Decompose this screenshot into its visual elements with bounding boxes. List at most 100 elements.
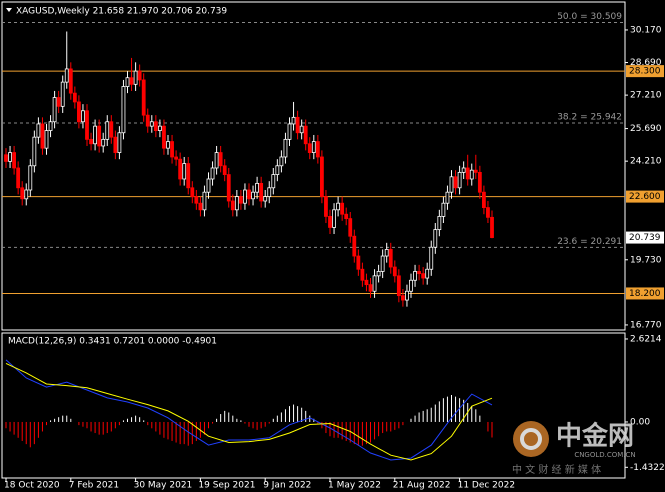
- candle-body: [461, 167, 466, 173]
- candle-body: [267, 187, 272, 197]
- candle-body: [356, 255, 361, 270]
- candle-body: [400, 295, 405, 301]
- candle-body: [336, 202, 341, 211]
- candle-body: [137, 70, 142, 81]
- candle-body: [153, 121, 158, 131]
- y-tick-label: 27.210: [630, 91, 662, 101]
- candle-body: [364, 279, 369, 286]
- last-price-box: [626, 231, 664, 244]
- candle-body: [477, 171, 482, 193]
- candle-body: [93, 125, 97, 145]
- candle-body: [105, 121, 110, 140]
- candle-body: [44, 130, 49, 149]
- candle-body: [40, 123, 45, 149]
- candle-body: [97, 125, 102, 147]
- y-tick-label: 28.690: [630, 58, 662, 68]
- candle-body: [125, 77, 130, 87]
- candle-body: [72, 92, 77, 103]
- candle-body: [263, 196, 268, 202]
- candle-body: [8, 152, 12, 162]
- candle-body: [218, 152, 223, 167]
- candle-body: [182, 163, 187, 180]
- candle-body: [445, 191, 450, 204]
- candle-body: [291, 116, 296, 125]
- candle-body: [376, 271, 381, 277]
- candle-body: [64, 68, 69, 83]
- candle-body: [60, 81, 65, 107]
- candle-body: [210, 167, 215, 180]
- menu-icon: [6, 8, 12, 12]
- x-tick-label: 11 Dec 2022: [458, 481, 515, 491]
- candle-body: [380, 255, 385, 272]
- candle-body: [101, 138, 106, 147]
- candle-body: [348, 218, 353, 237]
- candle-body: [178, 158, 183, 180]
- candle-body: [396, 275, 401, 297]
- level-box: [626, 190, 664, 203]
- candle-body: [56, 97, 61, 107]
- candle-body: [340, 202, 345, 215]
- candle-body: [149, 121, 154, 127]
- candle-body: [117, 132, 122, 153]
- candle-body: [157, 125, 162, 131]
- candle-body: [89, 138, 93, 145]
- last-price-label: 20.739: [629, 233, 661, 243]
- candle-body: [121, 86, 126, 134]
- candle-body: [206, 178, 211, 193]
- macd-panel: [1, 332, 626, 479]
- fib-label: 38.2 = 25.942: [557, 113, 622, 123]
- fib-label: 50.0 = 30.509: [557, 12, 622, 22]
- candle-body: [113, 136, 118, 153]
- macd-title: MACD(12,26,9) 0.3431 0.7201 0.0000 -0.49…: [8, 337, 217, 347]
- candle-body: [214, 152, 219, 169]
- candle-body: [486, 207, 490, 218]
- candle-body: [295, 116, 300, 134]
- candle-body: [226, 174, 231, 202]
- candle-body: [20, 187, 25, 200]
- candle-body: [319, 156, 324, 197]
- candle-body: [328, 216, 332, 228]
- candle-body: [433, 229, 438, 248]
- x-tick-label: 18 Oct 2020: [4, 481, 60, 491]
- candle-body: [170, 141, 174, 158]
- candle-body: [417, 271, 422, 275]
- y-tick-label: 30.170: [630, 25, 662, 35]
- candle-body: [32, 136, 37, 167]
- fib-label: 23.6 = 20.291: [557, 237, 622, 247]
- candle-body: [52, 97, 57, 123]
- candle-body: [429, 246, 434, 270]
- level-box: [626, 65, 664, 78]
- candle-body: [405, 290, 409, 301]
- x-tick-label: 1 May 2022: [328, 481, 381, 491]
- watermark-tagline: 中 文 财 经 新 媒 体: [512, 463, 601, 476]
- candle-body: [372, 275, 377, 292]
- x-tick-label: 30 May 2021: [134, 481, 193, 491]
- candle-body: [243, 189, 247, 204]
- candle-body: [449, 176, 454, 193]
- x-tick-label: 19 Sep 2021: [198, 481, 255, 491]
- candle-body: [28, 165, 33, 191]
- x-tick-label: 9 Jan 2022: [263, 481, 311, 491]
- candle-body: [311, 141, 316, 153]
- candle-body: [425, 268, 430, 279]
- candle-body: [255, 182, 260, 193]
- candle-body: [409, 279, 413, 292]
- candle-body: [133, 70, 138, 85]
- candle-body: [303, 125, 308, 145]
- y-tick-label: 24.210: [630, 157, 662, 167]
- macd-line: [5, 359, 493, 461]
- candle-body: [352, 235, 357, 257]
- candle-body: [162, 125, 166, 149]
- candle-body: [307, 143, 312, 153]
- level-label: 22.600: [629, 192, 661, 202]
- candle-body: [194, 196, 199, 204]
- y-tick-label: 2.6214: [630, 334, 662, 344]
- candle-body: [202, 191, 207, 211]
- candle-body: [421, 273, 426, 279]
- candle-body: [324, 196, 328, 217]
- candle-body: [16, 167, 21, 189]
- candle-body: [279, 156, 284, 167]
